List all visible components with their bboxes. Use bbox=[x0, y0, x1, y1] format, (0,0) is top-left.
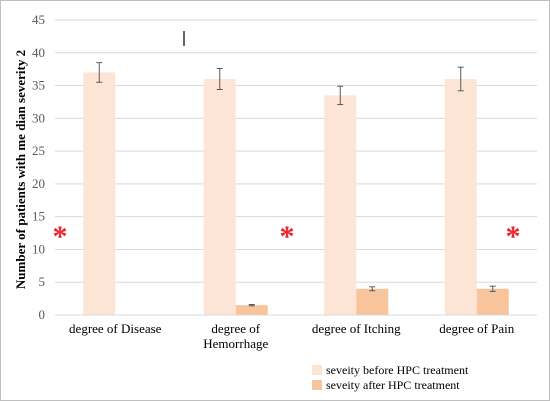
significance-asterisk: * bbox=[53, 220, 68, 253]
y-tick-label: 35 bbox=[32, 78, 45, 93]
y-tick-label: 30 bbox=[32, 110, 45, 125]
legend-label: seveity after HPC treatment bbox=[326, 378, 460, 392]
bar bbox=[203, 79, 236, 315]
bar bbox=[235, 305, 268, 315]
y-tick-label: 15 bbox=[32, 209, 45, 224]
bar bbox=[356, 288, 389, 315]
y-tick-label: 20 bbox=[32, 176, 45, 191]
y-axis-label: Number of patients with me dian severity… bbox=[13, 50, 28, 289]
y-tick-label: 40 bbox=[32, 45, 45, 60]
x-category-label: degree of Disease bbox=[69, 321, 162, 336]
x-category-label: degree of Itching bbox=[312, 321, 401, 336]
bar bbox=[83, 72, 116, 315]
legend-label: seveity before HPC treatment bbox=[326, 363, 469, 377]
x-category-label: degree of bbox=[211, 321, 260, 336]
y-tick-label: 25 bbox=[32, 143, 45, 158]
y-tick-label: 10 bbox=[32, 241, 45, 256]
significance-asterisk: * bbox=[506, 220, 521, 253]
legend-swatch bbox=[312, 380, 322, 390]
x-category-label: degree of Pain bbox=[439, 321, 515, 336]
legend-swatch bbox=[312, 365, 322, 375]
y-tick-label: 45 bbox=[32, 12, 45, 27]
bar bbox=[444, 79, 477, 315]
significance-asterisk: * bbox=[280, 220, 295, 253]
bar bbox=[476, 288, 509, 315]
y-tick-label: 0 bbox=[39, 307, 46, 322]
x-category-label: Hemorrhage bbox=[203, 336, 268, 351]
bar bbox=[324, 95, 357, 315]
y-tick-label: 5 bbox=[39, 274, 46, 289]
